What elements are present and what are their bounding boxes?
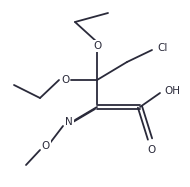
Text: O: O: [93, 41, 101, 51]
Text: Cl: Cl: [157, 43, 167, 53]
Text: O: O: [42, 141, 50, 151]
Text: N: N: [65, 117, 73, 127]
Text: O: O: [61, 75, 69, 85]
Text: OH: OH: [164, 86, 180, 96]
Text: O: O: [148, 145, 156, 155]
